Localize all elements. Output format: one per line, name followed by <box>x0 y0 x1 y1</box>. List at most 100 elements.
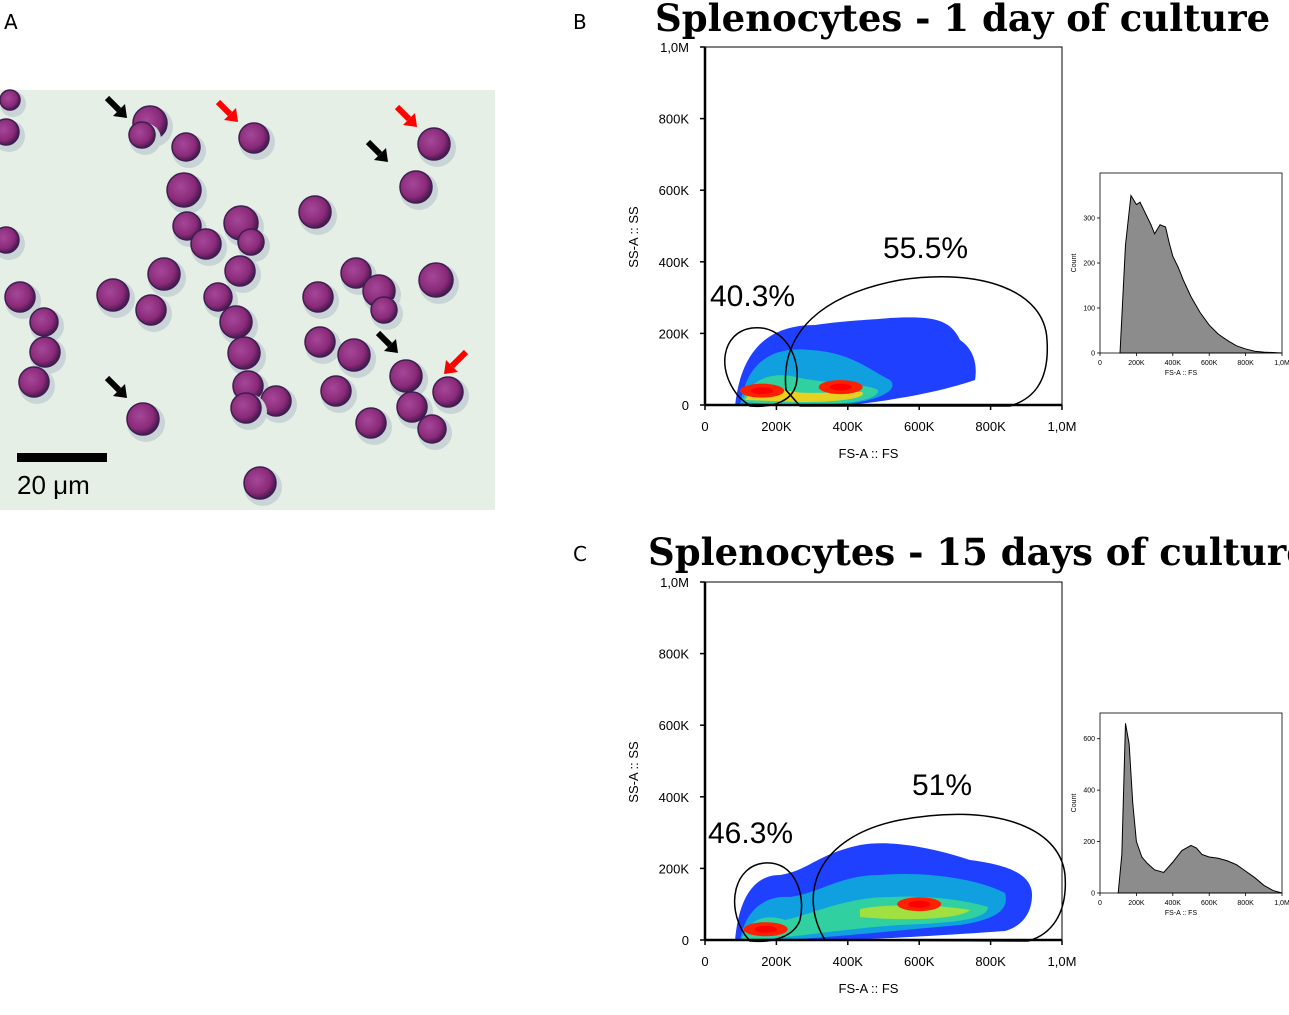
gate-outline <box>733 862 803 943</box>
red-arrow <box>444 349 469 374</box>
density-cloud <box>735 317 976 405</box>
histogram-frame <box>1099 712 1283 894</box>
histogram-x-tick-label: 0 <box>1098 900 1102 907</box>
cell <box>417 127 451 161</box>
cell <box>171 132 201 162</box>
histogram-x-tick-label: 800K <box>1237 900 1254 907</box>
x-axis-label: FS-A :: FS <box>839 981 899 996</box>
histogram-x-tick-label: 200K <box>1128 900 1145 907</box>
histogram-y-tick-label: 200 <box>1083 839 1095 846</box>
black-arrow <box>104 375 127 398</box>
histogram-y-tick-label: 200 <box>1083 261 1095 268</box>
histogram-area <box>1117 723 1283 894</box>
cell <box>135 294 167 326</box>
histogram-x-axis-label: FS-A :: FS <box>1165 370 1198 377</box>
x-tick-label: 1,0M <box>1048 419 1077 434</box>
cells <box>0 89 469 506</box>
histogram-x-tick-label: 400K <box>1165 900 1182 907</box>
panel-b-density-plot: 0 200K 400K 600K 800K 1,0M 0 200K 400K 600K 800K 1,… <box>626 40 1076 461</box>
cell <box>304 326 336 358</box>
cell <box>0 89 21 111</box>
cell <box>389 359 423 393</box>
x-tick-label: 800K <box>975 419 1006 434</box>
y-tick-label: 800K <box>659 647 690 662</box>
cell <box>238 122 270 154</box>
cell <box>417 414 447 444</box>
panel-a-letter: A <box>4 10 18 34</box>
density-peak-core <box>751 387 774 395</box>
gate-outline <box>724 327 798 408</box>
histogram-x-tick-label: 600K <box>1201 900 1218 907</box>
density-cloud <box>735 843 1032 940</box>
y-tick-label: 400K <box>659 255 690 270</box>
gate-percent-label: 46.3% <box>708 817 793 850</box>
cell <box>302 281 334 313</box>
y-tick-label: 1,0M <box>660 40 689 55</box>
x-tick-label: 400K <box>833 954 864 969</box>
cell <box>399 170 433 204</box>
arrows <box>104 95 469 398</box>
y-axis-label: SS-A :: SS <box>626 206 641 268</box>
x-tick-label: 400K <box>833 419 864 434</box>
black-arrow <box>104 95 127 118</box>
x-tick-label: 600K <box>904 419 935 434</box>
x-axis-label: FS-A :: FS <box>839 446 899 461</box>
panel-c-title: Splenocytes - 15 days of culture <box>648 530 1289 574</box>
cell <box>340 257 372 289</box>
histogram-area <box>1119 193 1283 354</box>
gate-percent-label: 40.3% <box>710 280 795 313</box>
y-tick-label: 400K <box>659 790 690 805</box>
micrograph-background <box>0 90 495 510</box>
black-arrow <box>375 330 398 353</box>
cell <box>370 296 398 324</box>
cell <box>29 307 59 337</box>
histogram-x-tick-label: 800K <box>1237 360 1254 367</box>
cell <box>243 466 277 500</box>
histogram-y-axis-label: Count <box>1071 254 1078 273</box>
histogram-x-tick-label: 600K <box>1201 360 1218 367</box>
cell <box>418 262 454 298</box>
panel-b-title: Splenocytes - 1 day of culture <box>655 0 1271 40</box>
cell <box>0 118 20 146</box>
y-tick-label: 800K <box>659 112 690 127</box>
y-tick-label: 0 <box>682 398 689 413</box>
micrograph: 20 μm <box>0 89 495 510</box>
cell <box>126 402 160 436</box>
cell <box>166 172 202 208</box>
histogram-y-tick-label: 300 <box>1083 216 1095 223</box>
y-tick-label: 1,0M <box>660 575 689 590</box>
x-tick-label: 200K <box>761 419 792 434</box>
y-tick-label: 200K <box>659 861 690 876</box>
histogram-y-tick-label: 100 <box>1083 306 1095 313</box>
y-tick-label: 600K <box>659 183 690 198</box>
density-peak-core <box>754 925 777 933</box>
cell <box>230 392 262 424</box>
cell <box>147 257 181 291</box>
cell <box>237 228 265 256</box>
x-tick-label: 800K <box>975 954 1006 969</box>
cell <box>96 278 130 312</box>
gate-outline <box>812 813 1067 942</box>
cell <box>337 338 371 372</box>
scale-bar <box>17 453 107 462</box>
cell <box>172 211 202 241</box>
cell <box>203 282 233 312</box>
cell <box>0 226 20 254</box>
x-tick-label: 1,0M <box>1048 954 1077 969</box>
gate-outline <box>784 276 1048 407</box>
red-arrow <box>215 99 238 122</box>
histogram-y-tick-label: 0 <box>1091 351 1095 358</box>
gate-percent-label: 55.5% <box>883 232 968 265</box>
cell <box>29 336 61 368</box>
cell <box>320 375 352 407</box>
gate-percent-label: 51% <box>912 769 972 802</box>
histogram-y-tick-label: 600 <box>1083 736 1095 743</box>
histogram-y-axis-label: Count <box>1071 794 1078 813</box>
black-arrow <box>365 139 388 162</box>
cell <box>227 336 261 370</box>
x-tick-label: 200K <box>761 954 792 969</box>
x-tick-label: 0 <box>701 419 708 434</box>
panel-c-letter: C <box>573 542 587 566</box>
